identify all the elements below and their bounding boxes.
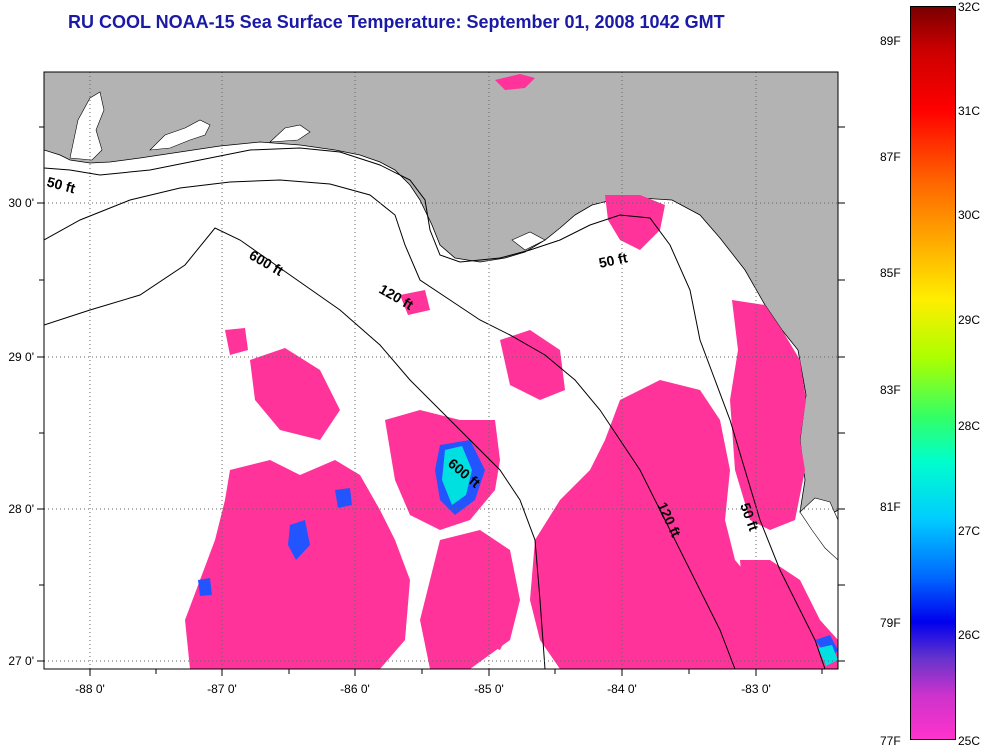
lat-label: 30 0' — [8, 196, 34, 210]
lon-label: -86 0' — [340, 682, 370, 696]
colorbar-f-label: 77F — [880, 734, 901, 748]
colorbar-f-label: 87F — [880, 150, 901, 164]
colorbar-f-label: 89F — [880, 34, 901, 48]
colorbar-c-label: 25C — [958, 734, 981, 748]
map-title: RU COOL NOAA-15 Sea Surface Temperature:… — [68, 12, 725, 32]
lon-label: -83 0' — [741, 682, 771, 696]
colorbar-f-label: 81F — [880, 500, 901, 514]
bay — [511, 231, 546, 251]
colorbar-c-label: 27C — [958, 524, 981, 538]
contour-label: 50 ft — [45, 173, 77, 196]
bay — [69, 91, 105, 161]
longitude-labels: -88 0' -87 0' -86 0' -85 0' -84 0' -83 0… — [75, 682, 771, 696]
colorbar-c-label: 29C — [958, 313, 981, 327]
bay — [269, 124, 311, 143]
colorbar-c-label: 32C — [958, 0, 981, 14]
bay — [149, 119, 211, 151]
sst-map: 50 ft 600 ft 120 ft 50 ft 600 ft 120 ft … — [8, 71, 845, 696]
bay — [799, 497, 838, 561]
colorbar-c-label: 28C — [958, 419, 981, 433]
lat-label: 28 0' — [8, 502, 34, 516]
colorbar-c-label: 26C — [958, 628, 981, 642]
lat-label: 27 0' — [8, 654, 34, 668]
lon-label: -84 0' — [607, 682, 637, 696]
latitude-labels: 30 0' 29 0' 28 0' 27 0' — [8, 196, 34, 668]
bathymetry-contours — [44, 147, 826, 669]
colorbar-c-label: 30C — [958, 208, 981, 222]
colorbar-c-label: 31C — [958, 104, 981, 118]
lat-label: 29 0' — [8, 350, 34, 364]
colorbar-f-label: 85F — [880, 266, 901, 280]
sst-cool-patches — [442, 446, 838, 666]
lon-label: -85 0' — [474, 682, 504, 696]
sst-warm-patches — [185, 74, 838, 669]
lon-label: -87 0' — [207, 682, 237, 696]
lon-label: -88 0' — [75, 682, 105, 696]
graticule — [44, 72, 838, 669]
sst-colorbar — [910, 6, 956, 740]
axis-ticks — [37, 126, 845, 676]
colorbar-f-label: 83F — [880, 383, 901, 397]
colorbar-f-label: 79F — [880, 616, 901, 630]
contour-label: 50 ft — [597, 249, 629, 271]
map-frame — [43, 71, 839, 670]
